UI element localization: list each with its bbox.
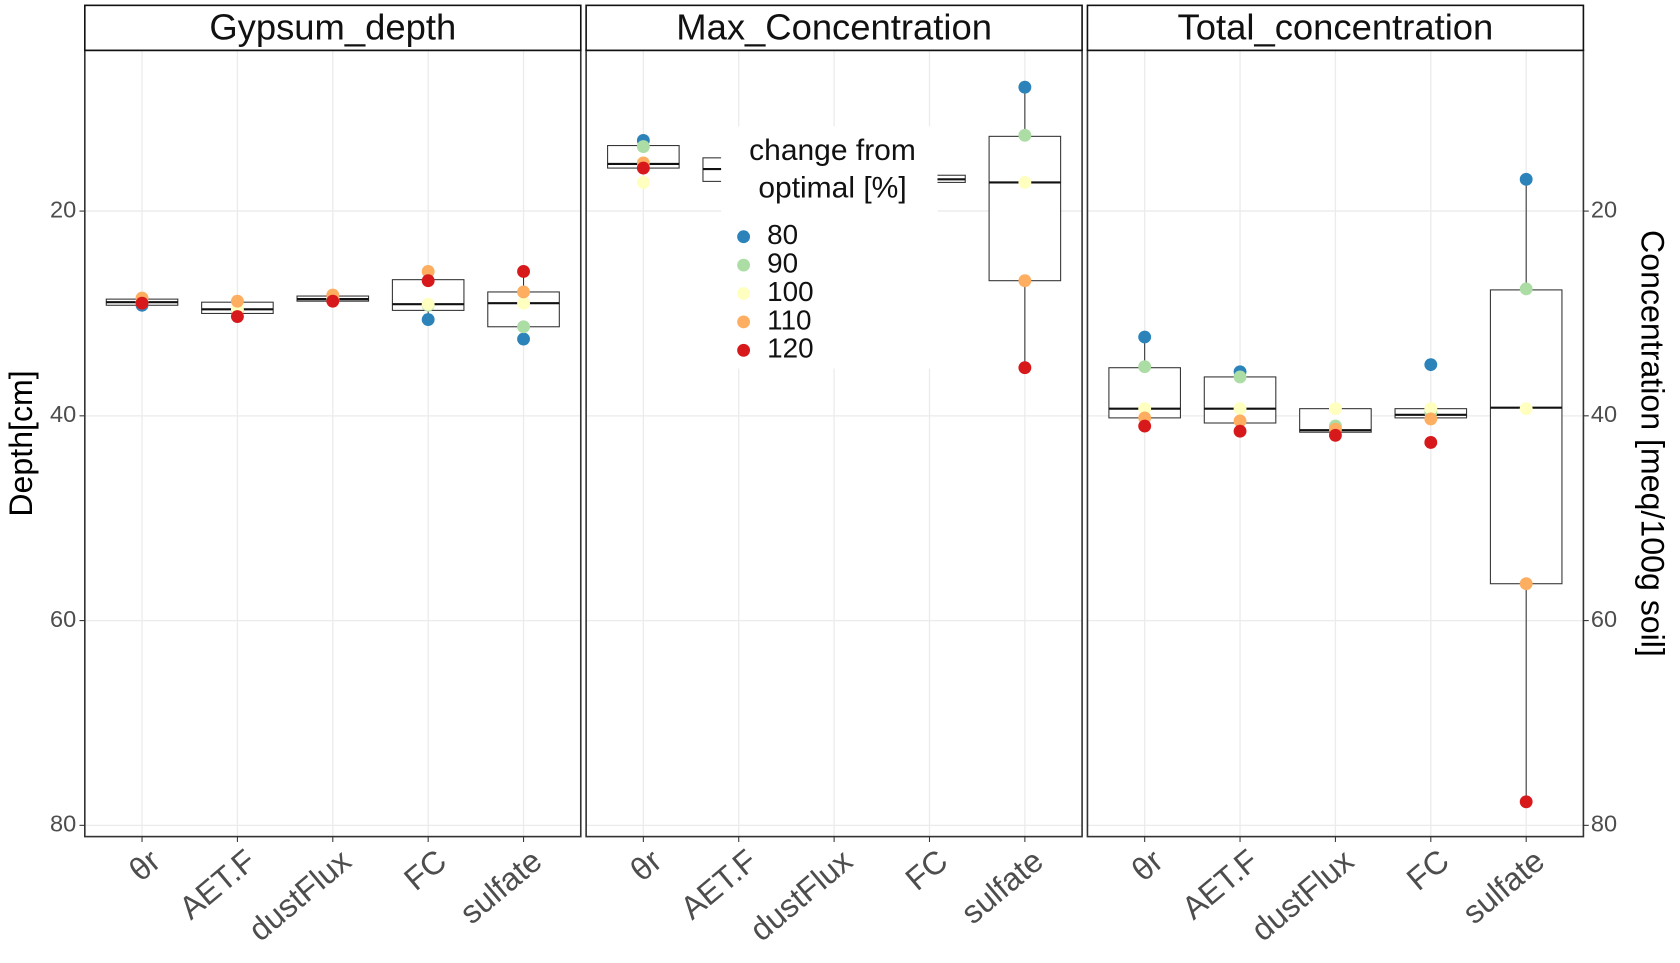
point <box>1018 361 1032 375</box>
point <box>1424 436 1438 449</box>
legend-swatch <box>737 343 751 357</box>
x-tick-label: dustFlux <box>743 842 859 948</box>
point <box>1519 282 1533 296</box>
point <box>1018 80 1032 94</box>
strip-title: Max_Concentration <box>676 7 992 48</box>
strip <box>84 4 582 52</box>
x-tick-label: sulfate <box>954 842 1050 930</box>
point <box>636 175 650 189</box>
legend-swatch <box>737 258 751 272</box>
point <box>421 274 435 288</box>
point <box>1018 274 1032 288</box>
strip <box>585 4 1083 52</box>
strip-title: Gypsum_depth <box>209 7 456 48</box>
x-tick-label: FC <box>397 842 453 897</box>
y-tick-label: 60 <box>50 606 76 632</box>
x-tick-label: sulfate <box>1455 842 1551 930</box>
x-tick-label: FC <box>1400 842 1456 897</box>
legend-label: 100 <box>767 276 813 307</box>
y2-tick-label: 80 <box>1591 811 1617 837</box>
point <box>1138 402 1152 416</box>
legend-label: 110 <box>767 304 811 335</box>
point <box>230 310 244 323</box>
point <box>230 294 244 308</box>
point <box>517 265 530 278</box>
point <box>1138 330 1152 344</box>
y-tick-label: 20 <box>50 196 76 222</box>
point <box>517 332 530 346</box>
point <box>517 285 530 299</box>
point <box>1519 577 1533 591</box>
legend-title: optimal [%] <box>758 172 906 205</box>
point <box>421 297 435 311</box>
legend-swatch <box>737 230 751 244</box>
point <box>1018 175 1032 189</box>
x-tick-label: sulfate <box>453 842 549 930</box>
x-tick-label: θr <box>1125 842 1170 888</box>
point <box>421 265 435 278</box>
y-axis-label: Depth[cm] <box>3 370 39 516</box>
legend-swatch <box>737 287 751 300</box>
y2-axis-label: Concentration [meq/100g soil] <box>1634 230 1670 657</box>
point <box>1018 128 1032 142</box>
point <box>1233 414 1247 428</box>
point <box>1424 358 1438 372</box>
point <box>517 296 530 310</box>
point <box>1233 424 1247 438</box>
strip-title: Total_concentration <box>1178 7 1494 48</box>
y2-tick-label: 40 <box>1591 401 1617 427</box>
legend-label: 80 <box>767 219 798 250</box>
box <box>1489 289 1563 585</box>
point <box>1519 795 1533 809</box>
box <box>988 135 1062 282</box>
point <box>1424 412 1438 426</box>
x-tick-label: dustFlux <box>1244 842 1360 948</box>
point <box>1519 172 1533 186</box>
legend-background <box>721 126 938 369</box>
point <box>326 294 340 308</box>
point <box>1328 428 1342 442</box>
point <box>1328 402 1342 416</box>
y2-tick-label: 20 <box>1591 196 1617 222</box>
legend-label: 90 <box>767 247 798 278</box>
point <box>636 140 650 154</box>
point <box>1138 419 1152 433</box>
point <box>421 313 435 327</box>
point <box>1424 402 1438 416</box>
point <box>636 161 650 175</box>
x-tick-label: θr <box>623 842 668 888</box>
y2-tick-label: 60 <box>1591 606 1617 632</box>
y-tick-label: 80 <box>50 811 76 837</box>
y-tick-label: 40 <box>50 401 76 427</box>
legend-swatch <box>737 315 751 329</box>
x-tick-label: θr <box>122 842 167 888</box>
x-tick-label: dustFlux <box>242 842 358 948</box>
strip <box>1086 4 1585 52</box>
legend-title: change from <box>749 134 916 167</box>
x-tick-label: FC <box>898 842 954 897</box>
point <box>517 320 530 334</box>
point <box>135 296 149 310</box>
point <box>1138 360 1152 374</box>
point <box>1233 402 1247 416</box>
legend-label: 120 <box>767 333 813 364</box>
point <box>1233 370 1247 384</box>
point <box>1519 402 1533 416</box>
